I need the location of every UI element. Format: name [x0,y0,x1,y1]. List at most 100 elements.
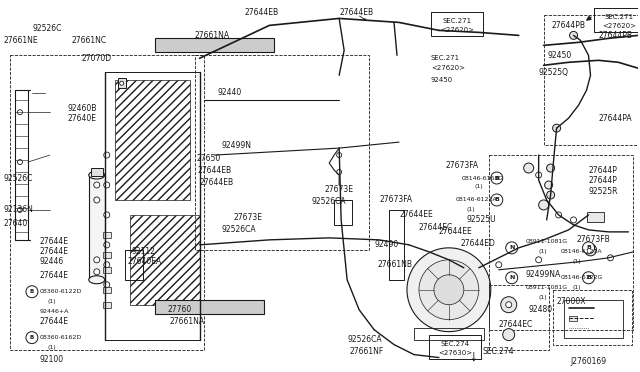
Bar [10,55,205,350]
Circle shape [104,152,109,158]
Text: 08911-1081G: 08911-1081G [525,239,568,244]
Circle shape [434,275,464,305]
Circle shape [547,164,555,172]
Text: 27644E: 27644E [40,237,69,246]
Bar [564,300,623,338]
Text: 92526C: 92526C [4,173,33,183]
Text: 27644EC: 27644EC [499,320,533,329]
Bar [431,12,483,36]
Text: <27620>: <27620> [602,23,636,29]
Circle shape [556,212,561,218]
Circle shape [570,31,577,39]
Text: 08146-6122A: 08146-6122A [456,198,498,202]
Circle shape [506,302,512,308]
Text: 92480: 92480 [529,305,553,314]
Text: 92526C: 92526C [33,24,62,33]
Text: 92450: 92450 [431,77,453,83]
Text: 27644EC: 27644EC [419,224,453,232]
Circle shape [337,153,342,158]
Text: 27644EB: 27644EB [244,8,278,17]
Bar [115,80,189,200]
Text: 27661NF: 27661NF [349,347,383,356]
Text: 92525R: 92525R [589,187,618,196]
Bar [195,55,369,250]
Text: B: B [30,335,34,340]
Bar [552,290,632,344]
Text: B: B [586,275,591,280]
Text: <27620>: <27620> [440,28,474,33]
Circle shape [539,200,548,210]
Circle shape [506,272,518,284]
Circle shape [491,194,503,206]
Text: 27644PA: 27644PA [598,114,632,123]
Text: 92450: 92450 [548,51,572,60]
Text: 27673FA: 27673FA [446,161,479,170]
Text: 27661NB: 27661NB [377,260,412,269]
Text: 27644EE: 27644EE [399,211,433,219]
Text: 27070D: 27070D [82,54,112,63]
Text: 08360-6162D: 08360-6162D [40,335,82,340]
Bar [89,175,105,280]
Text: SEC.271: SEC.271 [442,18,472,25]
Circle shape [104,262,109,268]
Text: 92112: 92112 [132,247,156,256]
Text: (1): (1) [48,345,56,350]
Bar [543,15,640,145]
Text: 27650: 27650 [196,154,221,163]
Circle shape [104,212,109,218]
Text: <27630>: <27630> [438,350,472,356]
Text: 27644EB: 27644EB [198,166,232,174]
Text: 92526CA: 92526CA [311,198,346,206]
Text: 27640: 27640 [4,219,28,228]
Circle shape [545,181,552,189]
Circle shape [94,182,100,188]
Text: 27644ED: 27644ED [461,239,496,248]
Text: B: B [494,176,499,180]
Text: SEC.271: SEC.271 [605,15,634,20]
Circle shape [337,170,342,174]
Text: (1): (1) [467,208,476,212]
Bar [91,168,103,176]
Text: B: B [30,289,34,294]
Text: 92499N: 92499N [221,141,252,150]
Bar [130,215,200,305]
Text: B: B [586,246,591,250]
Text: SEC.274: SEC.274 [483,347,515,356]
Bar [586,212,605,222]
Text: 27640EA: 27640EA [128,257,162,266]
Circle shape [506,242,518,254]
Text: 27661NC: 27661NC [72,36,107,45]
Text: 92460B: 92460B [68,104,97,113]
Text: 08146-6168G: 08146-6168G [462,176,504,180]
Circle shape [524,163,534,173]
Text: N: N [509,246,515,250]
Text: (1): (1) [539,249,547,254]
Circle shape [571,217,577,223]
Text: (1): (1) [573,259,581,264]
Bar [568,316,577,321]
Text: 27640E: 27640E [68,114,97,123]
Bar [155,38,275,52]
Text: 27673FA: 27673FA [379,195,412,205]
Text: B: B [494,198,499,202]
Bar [103,267,111,273]
Circle shape [17,110,22,115]
Circle shape [104,182,109,188]
Circle shape [582,272,595,284]
Circle shape [26,286,38,298]
Circle shape [17,160,22,164]
Text: 27661NE: 27661NE [4,36,38,45]
Circle shape [503,328,515,341]
Text: (1): (1) [475,185,483,189]
Text: 08911-1081G: 08911-1081G [525,285,568,290]
Text: 92499NA: 92499NA [525,270,561,279]
Text: 92136N: 92136N [4,205,34,214]
Circle shape [26,331,38,344]
Circle shape [17,208,22,212]
Text: 08360-6122D: 08360-6122D [40,289,83,294]
Text: J2760169: J2760169 [570,357,607,366]
Bar [155,300,264,314]
Bar [414,328,484,340]
Text: N: N [509,275,515,280]
Circle shape [104,282,109,288]
